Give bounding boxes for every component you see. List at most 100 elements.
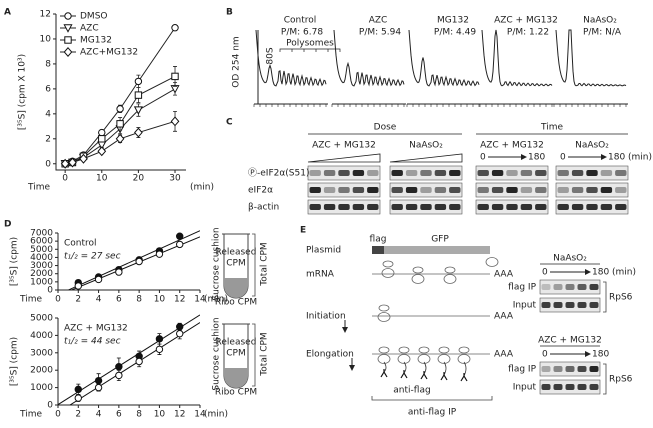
band [541, 284, 551, 290]
band [477, 204, 489, 210]
marker [115, 371, 123, 380]
ribosome-small [412, 266, 424, 274]
band [449, 204, 461, 210]
flag-tag [372, 246, 384, 254]
x-tick-label: 0 [55, 410, 61, 420]
time-start: 0 [560, 153, 566, 163]
ribosome-small [444, 266, 456, 274]
band [309, 170, 321, 176]
profile-curve [555, 29, 627, 87]
band [600, 204, 613, 210]
profile-curve [481, 29, 553, 87]
legend-marker [64, 12, 72, 20]
x-tick-label: 2 [75, 295, 81, 305]
band [323, 204, 336, 210]
chart-title: AZC + MG132 [64, 324, 128, 334]
profile-ratio: P/M: 6.78 [281, 28, 323, 38]
protein-label: RpS6 [609, 375, 633, 385]
band [553, 384, 563, 390]
poly-a: AAA [494, 312, 514, 322]
marker [115, 363, 123, 371]
y-tick-label: 3000 [30, 348, 53, 358]
band [323, 187, 336, 193]
ribosome-small [378, 304, 390, 312]
y-tick-label: 6 [45, 84, 51, 94]
polysome-bracket [279, 48, 341, 52]
x-tick-label: 0 [62, 174, 68, 184]
ribosome-small [438, 346, 450, 354]
marker [74, 282, 82, 290]
antibody-label: anti-flag [393, 386, 430, 396]
legend-label: MG132 [80, 36, 112, 46]
total-bracket [252, 233, 256, 297]
tube-label: Sucrose cushion [212, 227, 222, 300]
band [520, 187, 533, 193]
total-bracket [252, 323, 256, 387]
tube-label: Ribo CPM [215, 298, 257, 308]
y-tick-label: 4 [45, 109, 51, 119]
y-tick-label: 0 [47, 286, 53, 296]
profile-name: Control [284, 16, 317, 26]
protein-bracket [603, 363, 607, 395]
band [589, 284, 599, 290]
y-tick-label: 2 [45, 134, 51, 144]
marker [115, 133, 125, 144]
step-label: Elongation [306, 350, 354, 360]
y-tick-label: 1000 [30, 383, 53, 393]
profile-curve [255, 29, 327, 87]
construct-label: GFP [431, 235, 449, 245]
antibody [400, 370, 408, 379]
pellet [224, 368, 248, 388]
row-label: flag IP [508, 365, 536, 375]
y-tick-label: 4000 [30, 331, 53, 341]
marker [155, 250, 164, 258]
ribosome-large [437, 354, 451, 364]
time-end: 180 [592, 268, 609, 278]
marker [94, 275, 103, 284]
band [420, 187, 432, 193]
x-tick-label: 6 [116, 410, 122, 420]
annotation: t₁/₂ = 27 sec [64, 252, 121, 262]
band [553, 366, 563, 372]
chart-title: Control [64, 239, 97, 249]
band [338, 204, 350, 210]
band [557, 204, 569, 210]
band [338, 187, 350, 193]
x-tick-label: 14 [194, 295, 206, 305]
tube-label: Total CPM [260, 242, 270, 286]
band [477, 170, 489, 176]
profile-ratio: P/M: 1.22 [507, 28, 549, 38]
panel-label: A [4, 8, 11, 18]
band [506, 170, 518, 176]
blot [475, 165, 549, 181]
band [449, 170, 461, 176]
x-tick-label: 20 [133, 174, 145, 184]
y-axis-label: [³⁵S] (cpm) [10, 237, 20, 286]
group-label: AZC + MG132 [312, 141, 376, 151]
header: Dose [374, 123, 397, 133]
band [571, 170, 584, 176]
y-tick-label: 1000 [30, 277, 53, 287]
marker [115, 268, 123, 276]
peak-label: 80S [266, 47, 276, 64]
profile-name: MG132 [437, 16, 469, 26]
band [506, 204, 518, 210]
x-axis-unit: (min) [204, 410, 228, 420]
dose-wedge [389, 153, 463, 163]
band [434, 204, 447, 210]
legend-label: DMSO [80, 12, 108, 22]
legend-label: AZC+MG132 [80, 48, 138, 58]
band [405, 204, 418, 210]
band [535, 170, 547, 176]
marker [176, 329, 184, 338]
y-tick-label: 0 [45, 159, 51, 169]
band [589, 366, 599, 372]
row-label: Input [513, 383, 537, 393]
x-axis-label: Time [27, 183, 50, 193]
band [367, 187, 379, 193]
band [352, 187, 365, 193]
blot-title: NaAsO₂ [553, 254, 587, 264]
band [571, 204, 584, 210]
band [434, 170, 447, 176]
band [589, 384, 599, 390]
